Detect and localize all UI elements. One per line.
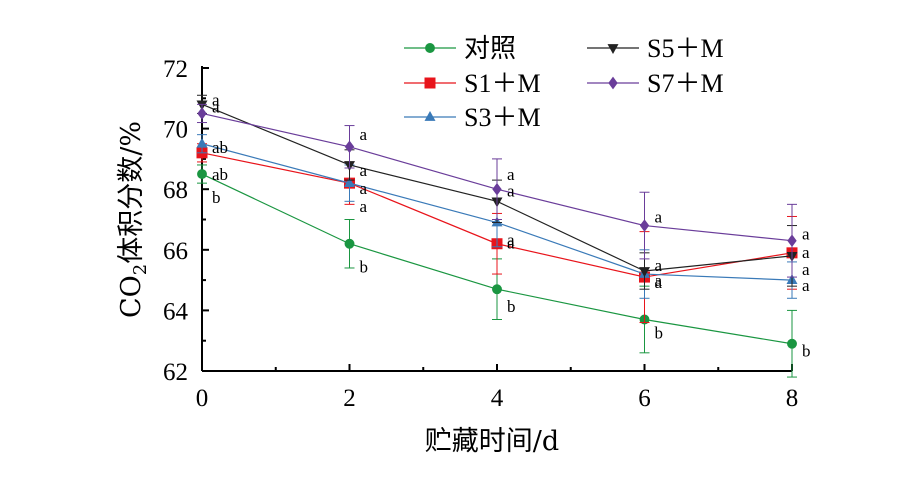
x-tick-label: 4 [491, 385, 504, 412]
data-point [787, 234, 797, 248]
x-tick-label: 6 [638, 385, 651, 412]
x-tick-label: 2 [343, 385, 356, 412]
significance-label: a [360, 125, 368, 144]
legend-item: S1＋M [404, 69, 541, 98]
data-point [639, 219, 650, 232]
y-tick-label: 62 [163, 359, 188, 386]
significance-label: a [360, 161, 368, 180]
legend-marker [424, 77, 436, 89]
legend-item: S3＋M [404, 103, 541, 132]
data-point [344, 238, 355, 249]
legend-item: 对照 [404, 34, 516, 63]
significance-label: a [655, 273, 663, 292]
data-point [492, 284, 502, 295]
data-point [344, 140, 355, 154]
series-4 [197, 103, 797, 278]
y-tick-label: 72 [163, 56, 188, 83]
legend-marker [425, 43, 435, 53]
legend-marker [424, 110, 436, 121]
legend-marker [608, 76, 618, 90]
data-point [639, 267, 650, 278]
significance-label: b [655, 323, 664, 342]
significance-label: b [507, 297, 516, 316]
legend-label: S1＋M [464, 69, 541, 98]
significance-label: ab [212, 138, 228, 157]
x-axis-title: 贮藏时间/d [425, 426, 559, 457]
x-tick-label: 8 [786, 385, 799, 412]
significance-label: a [507, 231, 515, 250]
legend-label: S7＋M [647, 69, 724, 98]
significance-label: a [655, 256, 663, 275]
significance-label: ab [212, 165, 228, 184]
data-point [787, 338, 797, 349]
significance-label: a [360, 197, 368, 216]
significance-label: a [802, 260, 810, 279]
y-axis-title-subscript: 2 [130, 264, 151, 275]
legend-item: S7＋M [587, 69, 724, 98]
y-axis-title-rest: 体积分数/% [116, 121, 147, 264]
data-point [492, 182, 502, 196]
significance-label: a [360, 179, 368, 198]
legend: 对照 S1＋M S3＋M S5＋M S7＋M [404, 34, 724, 132]
significance-label: a [507, 234, 515, 253]
x-tick-label: 0 [196, 385, 209, 412]
data-point [196, 137, 208, 148]
data-point [197, 107, 207, 120]
legend-item: S5＋M [587, 34, 724, 63]
data-point [197, 169, 207, 179]
significance-label: a [802, 243, 810, 262]
significance-label: b [360, 258, 369, 277]
series-0 [197, 164, 797, 378]
y-tick-label: 68 [163, 177, 188, 204]
data-point [344, 177, 355, 187]
legend-label: 对照 [464, 34, 516, 63]
significance-label: b [212, 188, 221, 207]
significance-label: a [212, 90, 220, 109]
y-tick-label: 64 [163, 298, 189, 325]
significance-label: a [802, 276, 810, 295]
y-axis-title-main: CO [116, 275, 147, 318]
significance-label: a [655, 271, 663, 290]
significance-label: a [507, 181, 515, 200]
y-tick-label: 66 [163, 238, 188, 265]
legend-label: S3＋M [464, 103, 541, 132]
significance-label: a [507, 165, 515, 184]
significance-label: a [655, 208, 663, 227]
series-layer [196, 94, 798, 378]
significance-label: a [212, 97, 220, 116]
significance-label: a [802, 225, 810, 244]
y-tick-label: 70 [163, 117, 188, 144]
legend-marker [607, 44, 619, 55]
y-axis-title: CO2体积分数/% [116, 121, 151, 318]
legend-label: S5＋M [647, 34, 724, 63]
significance-label: b [802, 342, 811, 361]
